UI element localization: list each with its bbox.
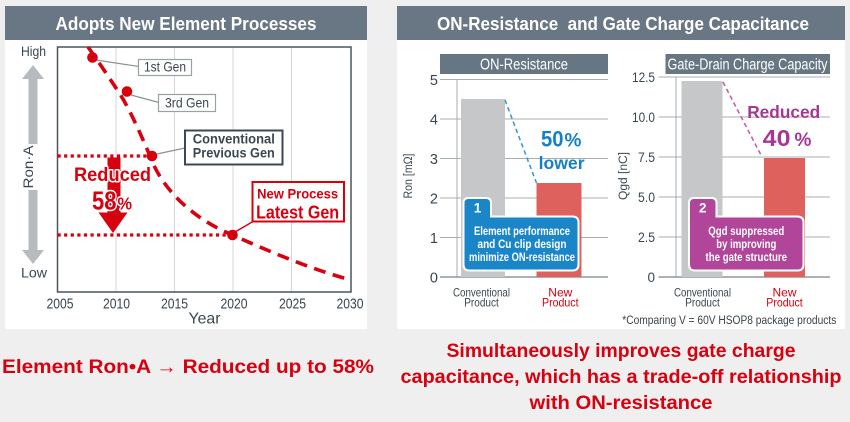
svg-text:Ron·A: Ron·A [21,146,36,189]
svg-text:ON-Resistance: ON-Resistance [480,57,568,74]
svg-text:7.5: 7.5 [638,150,655,165]
svg-text:*Comparing V = 60V HSOP8 packa: *Comparing V = 60V HSOP8 package product… [622,313,836,327]
svg-text:3rd Gen: 3rd Gen [165,96,209,111]
svg-text:Product: Product [542,295,579,309]
svg-text:Qgd suppressed: Qgd suppressed [708,226,784,238]
svg-text:Conventional: Conventional [193,132,275,147]
svg-text:Product: Product [464,295,499,309]
svg-text:1st Gen: 1st Gen [144,60,186,75]
svg-text:1: 1 [474,201,482,216]
svg-text:Simultaneously improves gate c: Simultaneously improves gate charge [447,340,796,362]
svg-text:58: 58 [92,186,117,216]
svg-text:2: 2 [430,192,438,208]
svg-text:New: New [773,286,797,300]
svg-text:%: % [118,194,133,214]
svg-text:0: 0 [647,270,655,285]
svg-text:2020: 2020 [221,296,248,313]
svg-text:Previous Gen: Previous Gen [193,146,275,161]
svg-text:0: 0 [430,271,438,287]
svg-text:capacitance, which has a trade: capacitance, which has a trade-off relat… [401,366,842,388]
svg-text:50: 50 [541,126,564,151]
svg-text:ON-Resistance and Gate Charge: ON-Resistance and Gate Charge Capacitanc… [437,14,809,34]
svg-text:by improving: by improving [716,239,776,251]
svg-text:Conventional: Conventional [674,286,731,300]
svg-text:2005: 2005 [47,296,74,313]
svg-text:with ON-resistance: with ON-resistance [528,392,712,414]
svg-text:and Cu clip design: and Cu clip design [478,239,567,251]
svg-text:40: 40 [763,125,791,151]
svg-text:2015: 2015 [161,296,188,313]
svg-text:2025: 2025 [279,296,306,313]
svg-text:Adopts New Element Processes: Adopts New Element Processes [56,14,317,34]
svg-text:Qgd [nC]: Qgd [nC] [616,152,630,200]
svg-text:Element performance: Element performance [474,226,570,238]
svg-text:Conventional: Conventional [453,286,510,300]
svg-text:2010: 2010 [103,296,130,313]
svg-text:1: 1 [430,231,438,247]
svg-text:2: 2 [699,201,707,216]
svg-text:Product: Product [685,295,720,309]
svg-text:5.0: 5.0 [638,190,655,205]
svg-text:%: % [565,130,582,151]
svg-text:2.5: 2.5 [638,230,655,245]
svg-text:12.5: 12.5 [632,70,655,85]
svg-text:3: 3 [430,152,438,168]
svg-text:Product: Product [766,295,803,309]
svg-text:Element Ron•A → Reduced up to: Element Ron•A → Reduced up to 58% [2,357,374,378]
svg-text:Ron [mΩ]: Ron [mΩ] [401,154,415,199]
svg-text:New Process: New Process [257,187,338,202]
svg-text:lower: lower [539,153,585,173]
svg-text:Low: Low [21,265,48,281]
svg-text:Year: Year [189,311,222,328]
svg-text:Latest Gen: Latest Gen [256,202,339,223]
svg-text:%: % [795,130,812,151]
svg-text:minimize ON-resistance: minimize ON-resistance [469,252,575,264]
svg-text:Reduced: Reduced [747,102,820,122]
svg-text:4: 4 [430,113,438,129]
svg-text:New: New [548,286,572,300]
svg-text:5: 5 [430,73,438,89]
svg-text:2030: 2030 [337,296,364,313]
svg-text:Reduced: Reduced [74,165,151,186]
svg-text:the gate structure: the gate structure [706,252,788,264]
svg-text:10.0: 10.0 [632,110,655,125]
svg-text:High: High [21,43,46,59]
svg-text:Gate-Drain Charge Capacity: Gate-Drain Charge Capacity [668,57,828,74]
